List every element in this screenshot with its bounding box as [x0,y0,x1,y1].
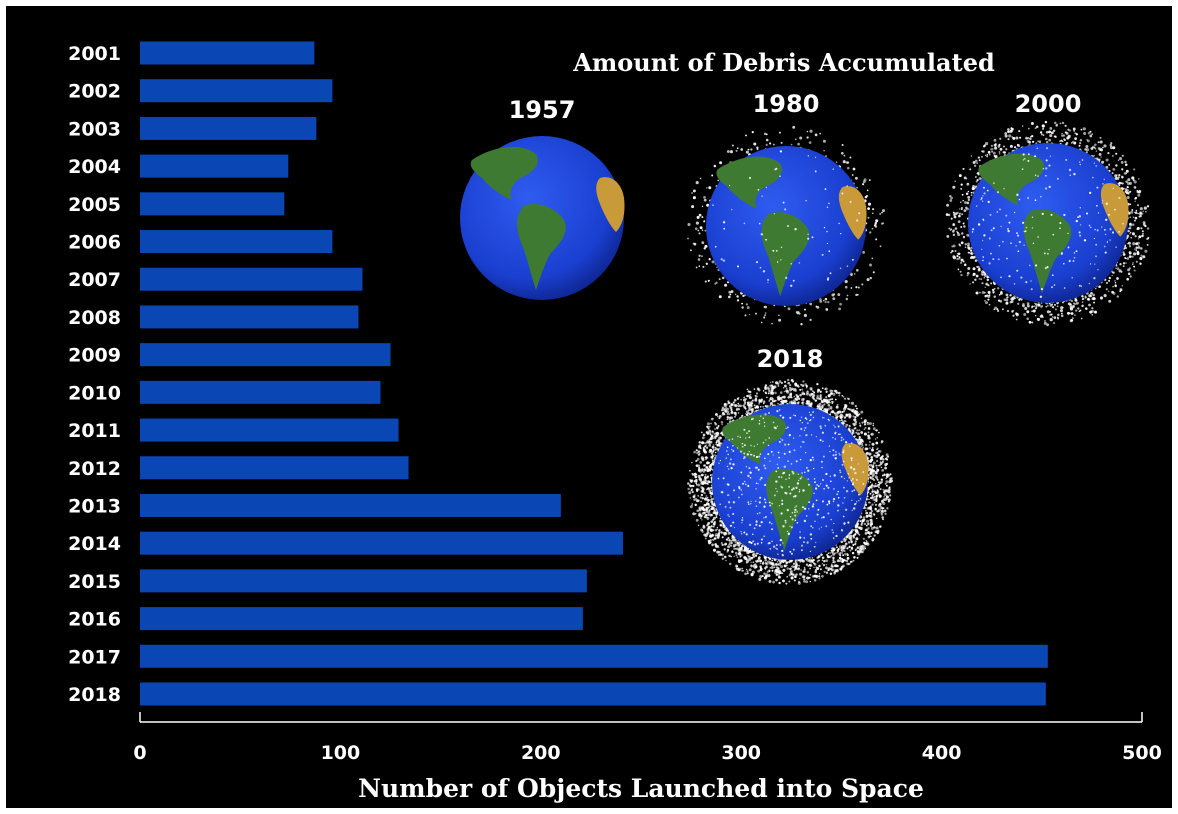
bars-layer [140,41,1048,706]
debris-over-earth-2000 [971,147,1124,298]
x-tick-label-100: 100 [321,742,361,764]
earth-2018 [712,404,869,560]
y-tick-label-2016: 2016 [68,609,121,631]
bar-2017 [140,644,1048,668]
debris-over-earth-1980 [712,150,861,287]
globe-year-label-1980: 1980 [753,90,820,118]
debris-cloud-1980 [687,125,885,326]
earth-1980 [706,146,867,306]
y-tick-label-2010: 2010 [68,382,121,404]
earth-1957 [460,136,625,300]
bar-2003 [140,116,317,140]
bar-2009 [140,343,391,367]
bar-2010 [140,380,381,404]
y-tick-label-2017: 2017 [68,646,121,668]
bar-2006 [140,230,333,254]
x-tick-label-0: 0 [133,742,146,764]
bar-2014 [140,531,623,555]
bar-2016 [140,607,583,631]
x-axis-title: Number of Objects Launched into Space [358,774,924,803]
y-tick-label-2006: 2006 [68,232,121,254]
bar-2002 [140,79,333,103]
debris-inset: Amount of Debris Accumulated 1957 1980 200… [460,48,1150,585]
earth-2000 [968,143,1129,303]
bar-2008 [140,305,359,329]
x-tick-label-400: 400 [922,742,962,764]
globe-year-label-1957: 1957 [509,96,576,124]
bar-2018 [140,682,1046,706]
bar-2007 [140,267,363,291]
globe-year-label-2000: 2000 [1015,90,1082,118]
x-tick-label-500: 500 [1122,742,1162,764]
inset-title: Amount of Debris Accumulated [572,48,995,77]
bar-2013 [140,493,561,517]
globe-year-label-2018: 2018 [757,345,824,373]
globe-1957: 1957 [460,96,625,300]
y-tick-label-2007: 2007 [68,269,121,291]
y-tick-label-2015: 2015 [68,571,121,593]
y-axis-labels: 2001 2002 2003 2004 2005 2006 2007 2008 2009 2010… [68,43,121,706]
y-tick-label-2014: 2014 [68,533,121,555]
bar-2005 [140,192,285,216]
y-tick-label-2003: 2003 [68,118,121,140]
bar-2015 [140,569,587,593]
globes: 1957 1980 2000 2018 [460,90,1150,585]
bar-2012 [140,456,409,480]
x-tick-label-200: 200 [521,742,561,764]
y-tick-label-2012: 2012 [68,458,121,480]
y-tick-label-2001: 2001 [68,43,121,65]
x-tick-label-300: 300 [721,742,761,764]
y-tick-label-2008: 2008 [68,307,121,329]
bar-2001 [140,41,315,65]
globe-2000: 2000 [945,90,1150,327]
globe-1980: 1980 [687,90,885,326]
bar-2004 [140,154,289,178]
x-axis-ticks: 0 100 200 300 400 500 [133,712,1162,764]
bar-2011 [140,418,399,442]
y-tick-label-2004: 2004 [68,156,121,178]
debris-over-earth-2018 [717,409,865,557]
globe-2018: 2018 [687,345,894,585]
y-tick-label-2018: 2018 [68,684,121,706]
y-tick-label-2013: 2013 [68,495,121,517]
y-tick-label-2011: 2011 [68,420,121,442]
y-tick-label-2002: 2002 [68,81,121,103]
y-tick-label-2005: 2005 [68,194,121,216]
y-tick-label-2009: 2009 [68,345,121,367]
